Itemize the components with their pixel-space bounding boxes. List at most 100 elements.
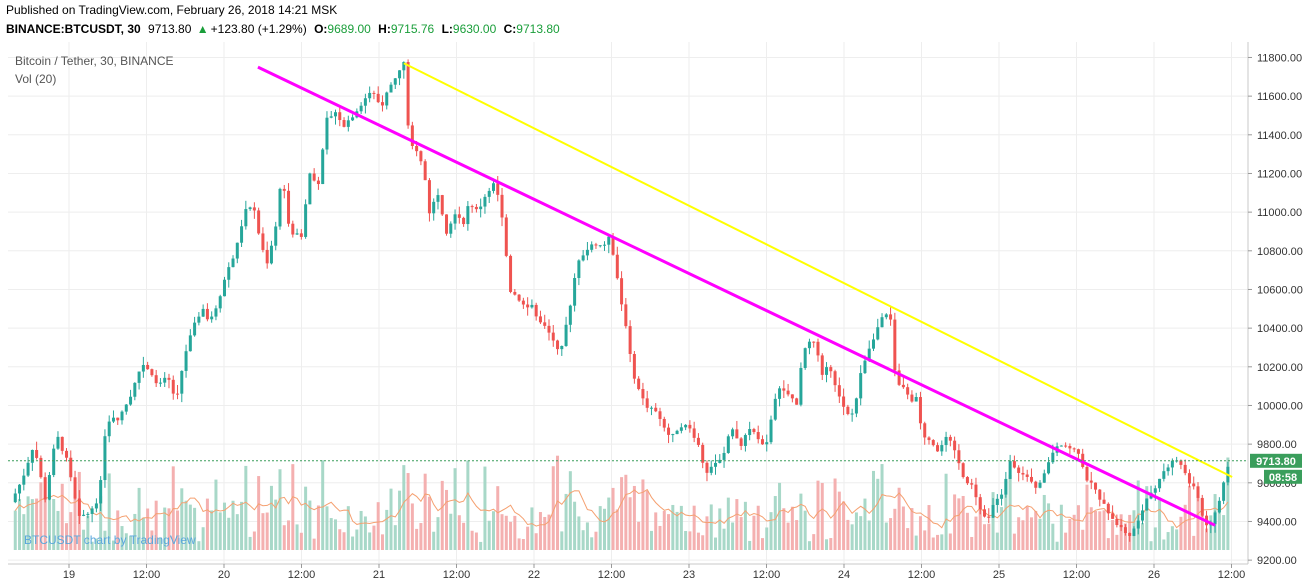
time-axis[interactable]: 19 12:00 20 12:00 21 12:00 22 12:00 23 12:00 24 12:…: [63, 564, 1245, 581]
price-tick-label: 11200.00: [1257, 168, 1302, 180]
candle: [624, 298, 628, 329]
candle: [329, 110, 333, 119]
volume-bar: [30, 499, 34, 550]
candle: [987, 508, 991, 524]
volume-bar: [457, 515, 461, 550]
candle: [94, 498, 98, 513]
candle: [778, 386, 782, 407]
candle: [470, 204, 474, 213]
candle: [419, 150, 423, 166]
volume-bar: [316, 505, 320, 550]
candle: [667, 423, 671, 444]
last-price-tag-bg: [1250, 453, 1302, 468]
volume-bar: [752, 515, 756, 550]
candle: [269, 240, 273, 265]
volume-bar: [790, 506, 794, 550]
candle: [594, 242, 598, 249]
candle: [607, 235, 611, 254]
volume-bar: [355, 529, 359, 550]
watermark-link[interactable]: BTCUSDT chart by TradingView: [24, 533, 196, 547]
volume-bar: [1094, 510, 1098, 550]
price-tick-label: 10200.00: [1257, 362, 1303, 374]
volume-bar: [222, 502, 226, 550]
volume-bar: [385, 509, 389, 550]
volume-bar: [846, 519, 850, 550]
candle: [816, 338, 820, 362]
volume-bar: [427, 496, 431, 550]
candle: [983, 505, 987, 518]
candle: [1017, 465, 1021, 482]
candle: [146, 361, 150, 370]
candle: [1072, 447, 1076, 453]
volume-bar: [291, 464, 295, 550]
volume-bar: [936, 534, 940, 550]
volume-bar: [701, 535, 705, 550]
candle: [231, 255, 235, 268]
volume-bar: [914, 535, 918, 550]
candle: [1128, 532, 1132, 542]
trendline-yellow[interactable]: [403, 62, 1233, 478]
volume-bar: [462, 522, 466, 550]
candle: [590, 241, 594, 253]
volume-bar: [718, 508, 722, 550]
volume-bar: [363, 516, 367, 550]
candle: [167, 373, 171, 389]
candle: [274, 221, 278, 251]
volume-bar: [201, 527, 205, 550]
volume-bar: [807, 541, 811, 550]
candle: [474, 203, 478, 213]
volume-bar: [726, 497, 730, 550]
candle: [1094, 482, 1098, 494]
volume-bar: [684, 530, 688, 550]
volume-bar: [1059, 504, 1063, 550]
candle: [73, 470, 77, 500]
volume-bar: [692, 505, 696, 550]
volume-bar: [897, 487, 901, 550]
candle: [389, 82, 393, 93]
trendline-magenta[interactable]: [257, 65, 1216, 527]
candle: [1038, 480, 1042, 489]
volume-bar: [423, 473, 427, 550]
candle: [649, 406, 653, 416]
time-tick-label: 24: [838, 569, 850, 581]
volume-bar: [871, 470, 875, 550]
volume-bar: [1170, 526, 1174, 550]
volume-bar: [248, 536, 252, 550]
candle: [244, 200, 248, 230]
volume-bar: [312, 538, 316, 550]
volume-bar: [662, 511, 666, 550]
volume-bar: [705, 516, 709, 550]
candle: [756, 425, 760, 444]
volume-bar: [509, 521, 513, 550]
candle: [188, 329, 192, 352]
time-tick-label: 22: [528, 569, 540, 581]
volume-bar: [150, 530, 154, 550]
candle: [1187, 469, 1191, 488]
candle: [560, 345, 564, 356]
price-axis[interactable]: 9200.009400.009600.009800.0010000.001020…: [1248, 52, 1303, 567]
volume-bar: [90, 541, 94, 550]
volume-bar: [205, 498, 209, 550]
volume-bar: [141, 517, 145, 550]
volume-bar: [274, 499, 278, 550]
candle: [436, 188, 440, 210]
volume-bar: [974, 516, 978, 550]
volume-bar: [620, 477, 624, 550]
candle: [731, 427, 735, 440]
candle: [291, 220, 295, 238]
candle: [158, 378, 162, 387]
volume-bar: [440, 480, 444, 550]
volume-bar: [760, 538, 764, 550]
candle: [538, 310, 542, 325]
low-label: L:: [441, 22, 453, 36]
candle: [124, 403, 128, 415]
candle: [1042, 469, 1046, 483]
candle: [701, 442, 705, 469]
volume-bar: [594, 531, 598, 550]
time-tick-label: 12:00: [1218, 569, 1246, 581]
candle: [504, 214, 508, 258]
candle: [748, 421, 752, 441]
volume-bar: [410, 503, 414, 550]
candle: [252, 202, 256, 219]
